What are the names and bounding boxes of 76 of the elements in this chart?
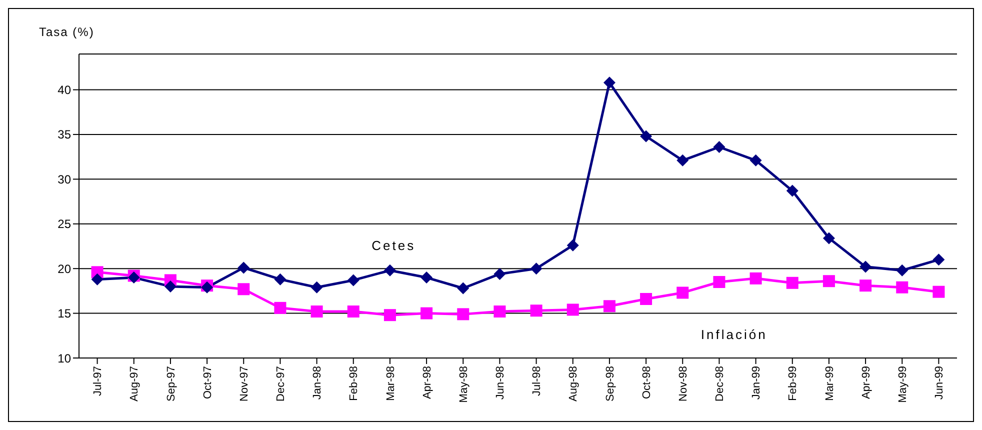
x-tick-label: Apr-99 bbox=[860, 366, 872, 400]
text: Inflación bbox=[700, 327, 768, 342]
point bbox=[822, 232, 835, 244]
point bbox=[676, 154, 689, 166]
point bbox=[457, 282, 470, 294]
y-tick-label: 20 bbox=[58, 262, 72, 276]
x-tick-label: Sep-98 bbox=[604, 366, 616, 402]
point bbox=[750, 154, 762, 166]
point bbox=[238, 283, 250, 296]
point bbox=[860, 280, 872, 292]
x-tick-label: Dec-98 bbox=[714, 366, 726, 402]
x-tick-label: Oct-98 bbox=[640, 366, 653, 400]
x-tick-label: Nov-97 bbox=[238, 366, 250, 402]
point bbox=[494, 306, 506, 318]
point bbox=[566, 239, 579, 252]
x-tick-label: May-98 bbox=[458, 366, 470, 403]
x-tick-label: Apr-98 bbox=[421, 366, 434, 400]
point bbox=[457, 308, 470, 320]
x-tick-label: Oct-97 bbox=[202, 366, 214, 400]
x-tick-label: Jul-98 bbox=[531, 366, 544, 396]
point bbox=[420, 272, 433, 284]
point bbox=[603, 300, 616, 312]
point bbox=[713, 276, 726, 288]
point bbox=[274, 302, 286, 314]
point bbox=[860, 260, 872, 273]
point bbox=[384, 264, 396, 276]
point bbox=[530, 262, 542, 275]
point bbox=[310, 306, 323, 318]
point bbox=[603, 76, 616, 89]
point bbox=[164, 280, 176, 292]
x-tick-label: Sep-97 bbox=[165, 366, 178, 402]
x-tick-label: Mar-99 bbox=[824, 366, 836, 401]
point bbox=[750, 272, 762, 284]
point bbox=[640, 292, 652, 305]
point bbox=[896, 264, 908, 276]
point bbox=[896, 281, 908, 294]
x-tick-label: May-99 bbox=[896, 366, 909, 403]
y-tick-label: 10 bbox=[58, 351, 72, 366]
point bbox=[274, 273, 286, 286]
point bbox=[822, 275, 835, 288]
x-tick-label: Jul-97 bbox=[92, 366, 104, 396]
y-tick-label: 40 bbox=[58, 83, 72, 98]
point bbox=[384, 309, 396, 322]
point bbox=[786, 184, 798, 197]
x-tick-label: Aug-97 bbox=[128, 366, 141, 402]
point bbox=[786, 276, 798, 289]
point bbox=[347, 274, 360, 286]
point bbox=[420, 307, 433, 320]
point bbox=[347, 306, 360, 318]
y-tick-label: 15 bbox=[58, 306, 72, 321]
y-tick-label: 30 bbox=[58, 172, 72, 186]
point bbox=[494, 268, 506, 280]
x-tick-label: Mar-98 bbox=[384, 366, 397, 401]
y-tick-label: 35 bbox=[58, 128, 72, 142]
point bbox=[91, 273, 104, 286]
x-tick-label: Feb-98 bbox=[348, 366, 360, 401]
series-label: Cetes bbox=[372, 238, 416, 254]
point bbox=[566, 304, 579, 316]
point bbox=[238, 262, 250, 274]
point bbox=[713, 140, 726, 153]
point bbox=[932, 286, 945, 298]
point bbox=[310, 281, 323, 294]
y-axis-title: Tasa (%) bbox=[39, 25, 94, 39]
x-tick-label: Jan-98 bbox=[312, 366, 324, 400]
x-tick-label: Feb-99 bbox=[787, 366, 800, 401]
x-tick-label: Jun-98 bbox=[494, 366, 507, 400]
x-tick-label: Jan-99 bbox=[750, 366, 763, 400]
point bbox=[676, 286, 689, 299]
y-tick-label: 25 bbox=[58, 217, 72, 232]
x-tick-label: Dec-97 bbox=[275, 366, 288, 402]
point bbox=[530, 304, 542, 317]
point bbox=[932, 254, 945, 266]
x-tick-label: Nov-98 bbox=[677, 366, 690, 402]
x-tick-label: Aug-98 bbox=[568, 366, 580, 402]
point bbox=[640, 130, 652, 142]
x-tick-label: Jun-99 bbox=[934, 366, 946, 400]
